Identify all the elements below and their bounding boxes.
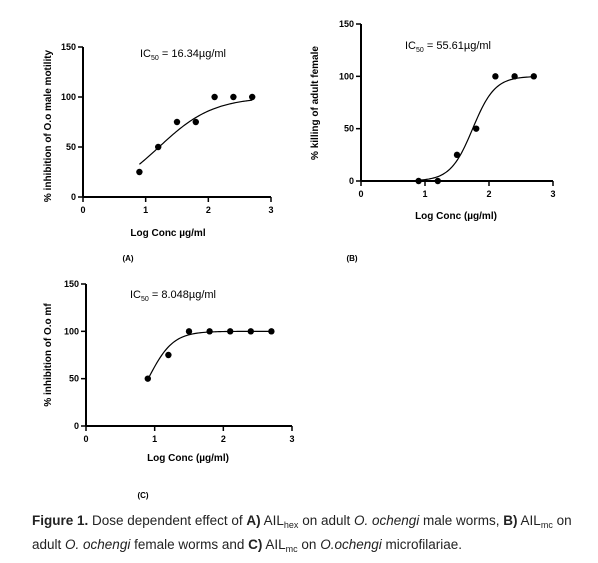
data-point — [434, 177, 441, 185]
fit-curve — [139, 99, 253, 165]
caption-ail-b: AIL — [517, 513, 541, 528]
caption-species-b: O. ochengi — [65, 537, 131, 552]
y-axis-label-a: % inhibition of O.o male motility — [43, 49, 54, 202]
data-point — [230, 93, 237, 101]
x-tick-label: 2 — [206, 205, 211, 215]
x-tick-label: 3 — [289, 434, 294, 444]
data-point — [144, 375, 151, 382]
data-point — [415, 177, 422, 185]
caption-ail-c: AIL — [262, 537, 286, 552]
data-point — [511, 73, 518, 80]
y-tick-label: 50 — [69, 374, 79, 384]
y-tick-label: 0 — [71, 192, 76, 202]
caption-species-a: O. ochengi — [353, 513, 420, 528]
x-axis-label-a: Log Conc µg/ml — [130, 228, 205, 239]
ic50-label-a: IC50 = 16.34µg/ml — [140, 48, 226, 62]
y-tick-label: 150 — [339, 19, 354, 29]
caption-text: female worms and — [130, 537, 249, 552]
ic50-label-b: IC50 = 55.61µg/ml — [405, 40, 491, 54]
y-tick-label: 100 — [61, 92, 76, 102]
data-point — [268, 328, 275, 335]
x-tick-label: 2 — [486, 189, 491, 199]
chart-panel-c: IC50 = 8.048µg/ml % inhibition of O.o mf… — [43, 279, 295, 500]
x-tick-label: 0 — [358, 189, 363, 199]
y-tick-label: 50 — [344, 124, 354, 134]
y-tick-label: 0 — [74, 421, 79, 431]
chart-panel-b: IC50 = 55.61µg/ml % killing of adult fem… — [310, 19, 556, 263]
caption-text: on adult — [32, 513, 572, 552]
y-axis-label-b: % killing of adult female — [310, 46, 321, 160]
panel-label-c: (C) — [137, 491, 148, 500]
x-tick-label: 3 — [268, 205, 273, 215]
figure-canvas: IC50 = 16.34µg/ml % inhibition of O.o ma… — [43, 19, 556, 500]
data-point — [155, 143, 162, 151]
caption-text: on adult — [298, 513, 354, 528]
caption-species-c: O.ochengi — [320, 537, 382, 552]
x-axis-label-c: Log Conc (µg/ml) — [147, 453, 229, 464]
y-tick-label: 100 — [64, 326, 79, 336]
caption-label-b: B) — [503, 513, 518, 528]
caption-text: male worms, — [419, 513, 504, 528]
chart-panel-a: IC50 = 16.34µg/ml % inhibition of O.o ma… — [43, 42, 274, 263]
x-tick-label: 1 — [152, 434, 157, 444]
x-tick-label: 0 — [80, 205, 85, 215]
x-axis-label-b: Log Conc (µg/ml) — [415, 211, 497, 222]
data-point — [247, 328, 254, 335]
data-point — [185, 328, 193, 335]
caption-sub-c: mc — [285, 544, 298, 554]
data-point — [136, 168, 143, 176]
data-point — [211, 93, 218, 101]
x-tick-label: 2 — [221, 434, 226, 444]
data-point — [492, 73, 499, 80]
data-point — [530, 73, 537, 80]
panel-label-b: (B) — [346, 254, 357, 263]
y-tick-label: 100 — [339, 71, 354, 81]
data-point — [206, 328, 213, 335]
y-tick-label: 150 — [61, 42, 76, 52]
data-point — [453, 151, 461, 159]
caption-label-c: C) — [248, 537, 263, 552]
figure-caption: Figure 1. Dose dependent effect of A) AI… — [32, 511, 592, 559]
data-point — [173, 118, 181, 126]
caption-sub-a: hex — [283, 520, 299, 530]
y-tick-label: 50 — [66, 142, 76, 152]
caption-text: microfilariae. — [381, 537, 463, 552]
caption-figure-number: Figure 1. — [32, 513, 89, 528]
caption-label-a: A) — [246, 513, 261, 528]
x-tick-label: 3 — [550, 189, 555, 199]
caption-text: Dose dependent effect of — [88, 513, 247, 528]
y-tick-label: 150 — [64, 279, 79, 289]
caption-ail-a: AIL — [260, 513, 284, 528]
data-point — [165, 351, 172, 359]
data-point — [192, 118, 199, 126]
x-tick-label: 0 — [83, 434, 88, 444]
data-point — [227, 328, 234, 335]
caption-sub-b: mc — [540, 520, 553, 530]
y-axis-label-c: % inhibition of O.o mf — [43, 303, 54, 407]
panel-label-a: (A) — [122, 254, 133, 263]
caption-text: on — [297, 537, 321, 552]
x-tick-label: 1 — [422, 189, 427, 199]
ic50-label-c: IC50 = 8.048µg/ml — [130, 289, 216, 303]
data-point — [473, 125, 480, 132]
x-tick-label: 1 — [143, 205, 148, 215]
data-point — [249, 93, 256, 101]
y-tick-label: 0 — [349, 176, 354, 186]
